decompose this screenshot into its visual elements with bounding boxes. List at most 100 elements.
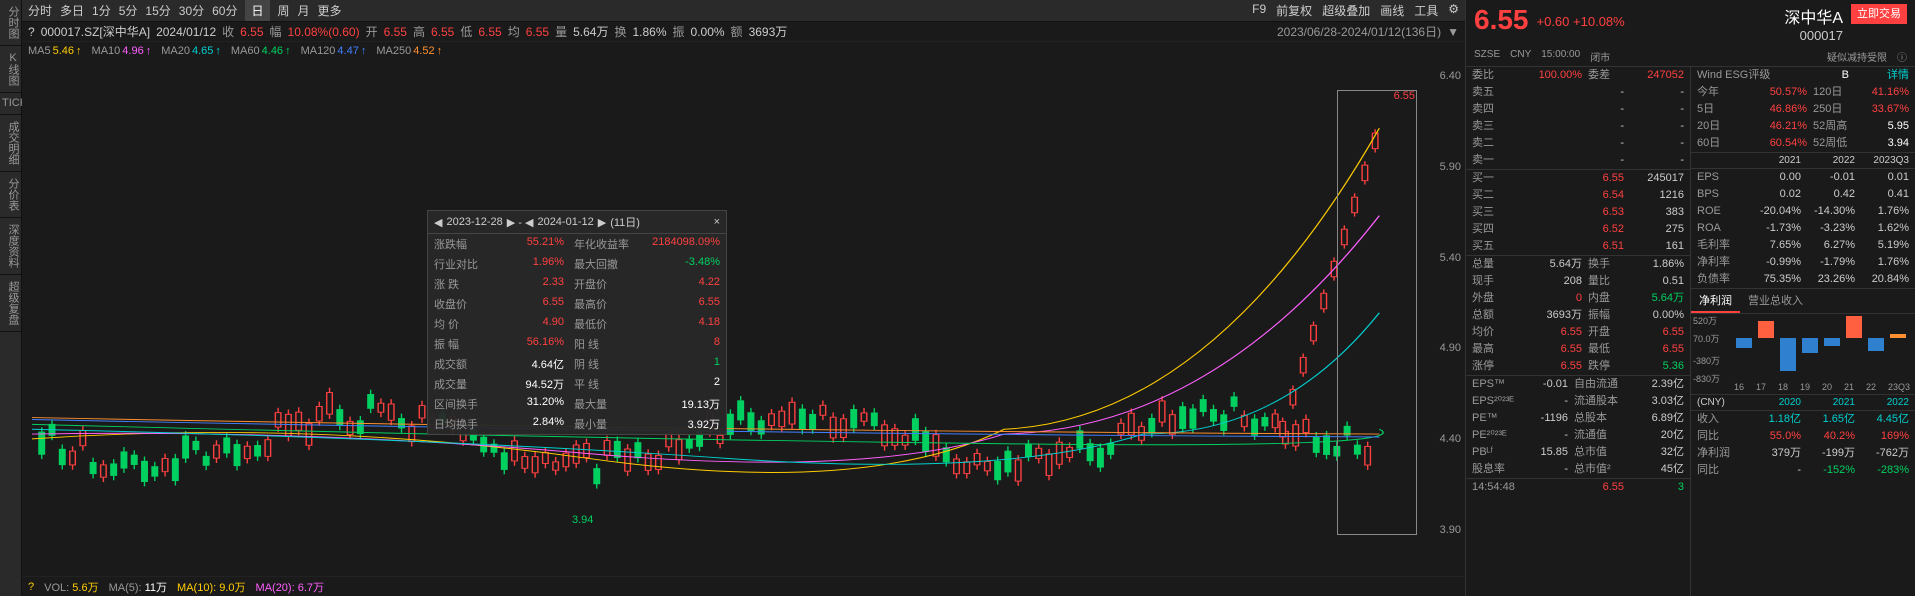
- tick-time: 14:54:48: [1472, 480, 1532, 495]
- tooltip-nav-prev[interactable]: ◀: [434, 216, 442, 229]
- pct-label: 幅: [270, 23, 282, 40]
- tab-revenue[interactable]: 营业总收入: [1740, 289, 1811, 313]
- tooltip-nav-next[interactable]: ▶ - ◀: [507, 216, 534, 229]
- low-price-marker: 3.94: [572, 514, 593, 526]
- info-icon[interactable]: ⓘ: [1897, 49, 1907, 64]
- price-change: +0.60 +10.08%: [1537, 14, 1625, 29]
- restriction-note: 疑似减持受限: [1827, 49, 1887, 64]
- ma20-value: 4.65: [192, 45, 213, 57]
- orderbook-row: 买四6.52275: [1466, 221, 1690, 238]
- ratio-value: 100.00%: [1512, 68, 1582, 83]
- dropdown-icon[interactable]: ▼: [1447, 25, 1459, 39]
- high-value: 6.55: [431, 25, 454, 39]
- tab-trades[interactable]: 成交明细: [0, 115, 21, 172]
- amp-label: 振: [673, 23, 685, 40]
- esg-label: Wind ESG评级: [1697, 68, 1787, 83]
- ma120-value: 4.47: [337, 45, 358, 57]
- orderbook-row: 买三6.53383: [1466, 204, 1690, 221]
- interval-15m[interactable]: 15分: [145, 2, 170, 19]
- toolbar-overlay[interactable]: 超级叠加: [1322, 2, 1370, 19]
- tab-tick[interactable]: TICK: [0, 93, 21, 115]
- interval-day[interactable]: 日: [245, 0, 269, 21]
- interval-timeshare[interactable]: 分时: [28, 2, 52, 19]
- tick-price: 6.55: [1532, 480, 1624, 495]
- interval-more[interactable]: 更多: [318, 2, 342, 19]
- quote-date: 2024/01/12: [156, 25, 216, 39]
- volma10-value: 9.0万: [219, 582, 245, 594]
- vol-value: 5.64万: [573, 23, 608, 40]
- date-range: 2023/06/28-2024/01/12(136日): [1277, 23, 1441, 40]
- orderbook-row: 买一6.55245017: [1466, 170, 1690, 187]
- market-status: 闭市: [1590, 49, 1610, 64]
- low-value: 6.55: [478, 25, 501, 39]
- ma10-value: 4.96: [122, 45, 143, 57]
- orderbook-row: 买五6.51161: [1466, 238, 1690, 255]
- quote-body: 委比 100.00% 委差 247052 卖五--卖四--卖三--卖二--卖一-…: [1466, 67, 1915, 596]
- y-tick: 5.40: [1425, 252, 1461, 264]
- vol-label: 量: [555, 23, 567, 40]
- y-tick: 6.40: [1425, 70, 1461, 82]
- toolbar-adjust[interactable]: 前复权: [1276, 2, 1312, 19]
- tick-vol: 3: [1624, 480, 1684, 495]
- pct-value: 10.08%(0.60): [288, 25, 360, 39]
- orderbook-col: 委比 100.00% 委差 247052 卖五--卖四--卖三--卖二--卖一-…: [1466, 67, 1691, 596]
- high-label: 高: [413, 23, 425, 40]
- volume-indicator-bar: ? VOL: 5.6万 MA(5): 11万 MA(10): 9.0万 MA(2…: [22, 576, 1465, 596]
- candlestick-chart[interactable]: 6.40 5.90 5.40 4.90 4.40 3.90 3.94 6.55: [22, 60, 1465, 576]
- ma250-value: 4.52: [413, 45, 434, 57]
- interval-1m[interactable]: 1分: [92, 2, 111, 19]
- fin-header: 2021 2022 2023Q3: [1691, 152, 1915, 169]
- open-value: 6.55: [384, 25, 407, 39]
- tab-deepdata[interactable]: 深度资料: [0, 218, 21, 275]
- toolbar-draw[interactable]: 画线: [1380, 2, 1404, 19]
- interval-5m[interactable]: 5分: [119, 2, 138, 19]
- ma60-value: 4.46: [262, 45, 283, 57]
- tab-netprofit[interactable]: 净利润: [1691, 289, 1740, 313]
- interval-60m[interactable]: 60分: [212, 2, 237, 19]
- quote-time: 15:00:00: [1541, 49, 1580, 64]
- mini-bar-chart: 520万 70.0万 -380万 -830万 1617181920212223Q…: [1691, 314, 1915, 394]
- tab-timeshare[interactable]: 分时图: [0, 0, 21, 46]
- vol-value: 5.6万: [72, 582, 98, 594]
- toolbar-settings-icon[interactable]: ⚙: [1448, 2, 1459, 19]
- tooltip-date-from: 2023-12-28: [446, 216, 502, 228]
- interval-multiday[interactable]: 多日: [60, 2, 84, 19]
- turn-label: 换: [614, 23, 626, 40]
- interval-30m[interactable]: 30分: [179, 2, 204, 19]
- volma20-label: MA(20):: [256, 582, 295, 594]
- amt-label: 额: [731, 23, 743, 40]
- left-tab-bar: 分时图 K线图 TICK 成交明细 分价表 深度资料 超级复盘: [0, 0, 22, 596]
- volma5-label: MA(5):: [109, 582, 142, 594]
- avg-value: 6.55: [526, 25, 549, 39]
- turn-value: 1.86%: [632, 25, 666, 39]
- orderbook-row: 卖三--: [1466, 118, 1690, 135]
- volma5-value: 11万: [145, 582, 167, 594]
- interval-week[interactable]: 周: [278, 2, 290, 19]
- volma10-label: MA(10):: [177, 582, 216, 594]
- stock-name: 深中华A: [1784, 4, 1843, 28]
- vol-help-icon[interactable]: ?: [28, 581, 34, 593]
- interval-month[interactable]: 月: [298, 2, 310, 19]
- help-icon[interactable]: ?: [28, 25, 35, 39]
- tooltip-close-icon[interactable]: ×: [714, 216, 720, 228]
- quote-subheader: SZSE CNY 15:00:00 闭市 疑似减持受限 ⓘ: [1466, 47, 1915, 67]
- last-price: 6.55: [1474, 4, 1529, 36]
- low-label: 低: [460, 23, 472, 40]
- tab-kline[interactable]: K线图: [0, 46, 21, 93]
- open-label: 开: [366, 23, 378, 40]
- orderbook-row: 卖二--: [1466, 135, 1690, 152]
- trade-button[interactable]: 立即交易: [1851, 4, 1907, 24]
- tab-replay[interactable]: 超级复盘: [0, 275, 21, 332]
- orderbook-row: 卖五--: [1466, 84, 1690, 101]
- esg-link[interactable]: 详情: [1849, 68, 1909, 83]
- toolbar-tools[interactable]: 工具: [1414, 2, 1438, 19]
- tab-pricelevels[interactable]: 分价表: [0, 172, 21, 218]
- orderbook-row: 卖四--: [1466, 101, 1690, 118]
- y-axis: 6.40 5.90 5.40 4.90 4.40 3.90: [1425, 60, 1461, 576]
- ma5-label: MA5: [28, 45, 51, 57]
- toolbar-f9[interactable]: F9: [1252, 2, 1266, 19]
- tooltip-nav-next2[interactable]: ▶: [598, 216, 606, 229]
- close-label: 收: [222, 23, 234, 40]
- quote-info-bar: ? 000017.SZ[深中华A] 2024/01/12 收6.55 幅10.0…: [22, 22, 1465, 42]
- stats-col: Wind ESG评级 B 详情 今年50.57%120日41.16%5日46.8…: [1691, 67, 1915, 596]
